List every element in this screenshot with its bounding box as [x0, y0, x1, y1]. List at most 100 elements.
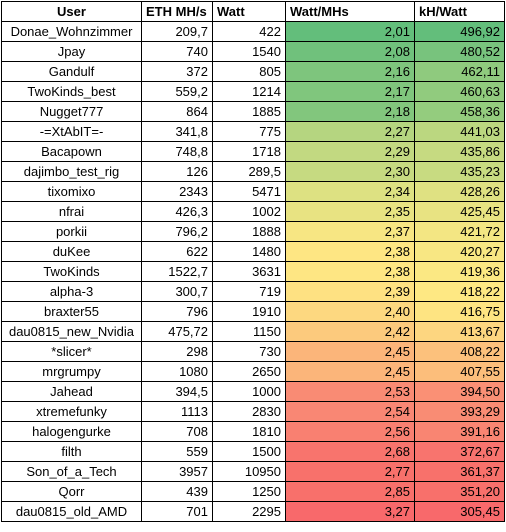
cell-user: halogengurke	[1, 421, 142, 442]
cell-user: filth	[1, 441, 142, 462]
table-row: alpha-3 300,7 719 2,39 418,22	[1, 281, 505, 302]
cell-watt-per-mhs: 2,08	[285, 41, 415, 62]
cell-kh-per-watt: 416,75	[414, 301, 505, 322]
cell-eth-mhs: 796,2	[141, 221, 213, 242]
cell-watt: 2650	[212, 361, 286, 382]
cell-eth-mhs: 748,8	[141, 141, 213, 162]
cell-eth-mhs: 209,7	[141, 21, 213, 42]
cell-watt: 3631	[212, 261, 286, 282]
cell-kh-per-watt: 393,29	[414, 401, 505, 422]
cell-kh-per-watt: 425,45	[414, 201, 505, 222]
cell-eth-mhs: 796	[141, 301, 213, 322]
cell-watt-per-mhs: 2,29	[285, 141, 415, 162]
cell-watt-per-mhs: 2,27	[285, 121, 415, 142]
cell-kh-per-watt: 419,36	[414, 261, 505, 282]
cell-watt-per-mhs: 2,54	[285, 401, 415, 422]
cell-user: porkii	[1, 221, 142, 242]
cell-kh-per-watt: 462,11	[414, 61, 505, 82]
header-watt: Watt	[212, 1, 286, 22]
cell-watt-per-mhs: 2,45	[285, 341, 415, 362]
table-row: *slicer* 298 730 2,45 408,22	[1, 341, 505, 362]
cell-user: Son_of_a_Tech	[1, 461, 142, 482]
cell-watt-per-mhs: 2,53	[285, 381, 415, 402]
header-user: User	[1, 1, 142, 22]
cell-kh-per-watt: 418,22	[414, 281, 505, 302]
cell-user: mrgrumpy	[1, 361, 142, 382]
cell-user: duKee	[1, 241, 142, 262]
cell-eth-mhs: 3957	[141, 461, 213, 482]
cell-watt: 805	[212, 61, 286, 82]
cell-kh-per-watt: 441,03	[414, 121, 505, 142]
cell-watt: 1214	[212, 81, 286, 102]
table-row: Donae_Wohnzimmer 209,7 422 2,01 496,92	[1, 21, 505, 42]
cell-kh-per-watt: 458,36	[414, 101, 505, 122]
cell-kh-per-watt: 420,27	[414, 241, 505, 262]
cell-eth-mhs: 426,3	[141, 201, 213, 222]
cell-watt: 775	[212, 121, 286, 142]
cell-user: tixomixo	[1, 181, 142, 202]
cell-user: braxter55	[1, 301, 142, 322]
cell-watt-per-mhs: 2,18	[285, 101, 415, 122]
cell-kh-per-watt: 460,63	[414, 81, 505, 102]
table-row: porkii 796,2 1888 2,37 421,72	[1, 221, 505, 242]
cell-watt-per-mhs: 2,35	[285, 201, 415, 222]
cell-watt-per-mhs: 3,27	[285, 501, 415, 522]
table-row: Son_of_a_Tech 3957 10950 2,77 361,37	[1, 461, 505, 482]
cell-watt-per-mhs: 2,16	[285, 61, 415, 82]
table-row: xtremefunky 1113 2830 2,54 393,29	[1, 401, 505, 422]
cell-watt: 1480	[212, 241, 286, 262]
table-row: Nugget777 864 1885 2,18 458,36	[1, 101, 505, 122]
header-watt-per-mhs: Watt/MHs	[285, 1, 415, 22]
cell-kh-per-watt: 428,26	[414, 181, 505, 202]
cell-eth-mhs: 864	[141, 101, 213, 122]
cell-eth-mhs: 1080	[141, 361, 213, 382]
cell-watt: 1810	[212, 421, 286, 442]
cell-eth-mhs: 559	[141, 441, 213, 462]
cell-user: Qorr	[1, 481, 142, 502]
cell-user: Gandulf	[1, 61, 142, 82]
table-row: TwoKinds_best 559,2 1214 2,17 460,63	[1, 81, 505, 102]
table-row: nfrai 426,3 1002 2,35 425,45	[1, 201, 505, 222]
table-row: TwoKinds 1522,7 3631 2,38 419,36	[1, 261, 505, 282]
cell-eth-mhs: 622	[141, 241, 213, 262]
mining-efficiency-table: User ETH MH/s Watt Watt/MHs kH/Watt Dona…	[1, 1, 505, 522]
cell-watt-per-mhs: 2,38	[285, 241, 415, 262]
table-row: tixomixo 2343 5471 2,34 428,26	[1, 181, 505, 202]
cell-watt-per-mhs: 2,01	[285, 21, 415, 42]
cell-kh-per-watt: 391,16	[414, 421, 505, 442]
cell-kh-per-watt: 413,67	[414, 321, 505, 342]
cell-watt: 1002	[212, 201, 286, 222]
cell-user: TwoKinds_best	[1, 81, 142, 102]
table-row: Gandulf 372 805 2,16 462,11	[1, 61, 505, 82]
cell-watt: 1910	[212, 301, 286, 322]
cell-watt: 719	[212, 281, 286, 302]
cell-watt-per-mhs: 2,68	[285, 441, 415, 462]
cell-watt: 422	[212, 21, 286, 42]
cell-user: dajimbo_test_rig	[1, 161, 142, 182]
cell-watt: 2830	[212, 401, 286, 422]
table-row: Bacapown 748,8 1718 2,29 435,86	[1, 141, 505, 162]
cell-watt-per-mhs: 2,37	[285, 221, 415, 242]
cell-watt-per-mhs: 2,17	[285, 81, 415, 102]
cell-watt-per-mhs: 2,40	[285, 301, 415, 322]
cell-kh-per-watt: 496,92	[414, 21, 505, 42]
table-row: Jahead 394,5 1000 2,53 394,50	[1, 381, 505, 402]
header-row: User ETH MH/s Watt Watt/MHs kH/Watt	[1, 1, 505, 22]
cell-watt: 2295	[212, 501, 286, 522]
cell-watt-per-mhs: 2,42	[285, 321, 415, 342]
cell-user: nfrai	[1, 201, 142, 222]
cell-eth-mhs: 126	[141, 161, 213, 182]
cell-eth-mhs: 2343	[141, 181, 213, 202]
cell-kh-per-watt: 435,86	[414, 141, 505, 162]
cell-watt: 1718	[212, 141, 286, 162]
cell-kh-per-watt: 305,45	[414, 501, 505, 522]
cell-watt: 1250	[212, 481, 286, 502]
table-row: mrgrumpy 1080 2650 2,45 407,55	[1, 361, 505, 382]
cell-watt: 730	[212, 341, 286, 362]
table-row: Jpay 740 1540 2,08 480,52	[1, 41, 505, 62]
cell-eth-mhs: 394,5	[141, 381, 213, 402]
cell-user: Jahead	[1, 381, 142, 402]
cell-user: dau0815_old_AMD	[1, 501, 142, 522]
cell-kh-per-watt: 408,22	[414, 341, 505, 362]
cell-eth-mhs: 372	[141, 61, 213, 82]
